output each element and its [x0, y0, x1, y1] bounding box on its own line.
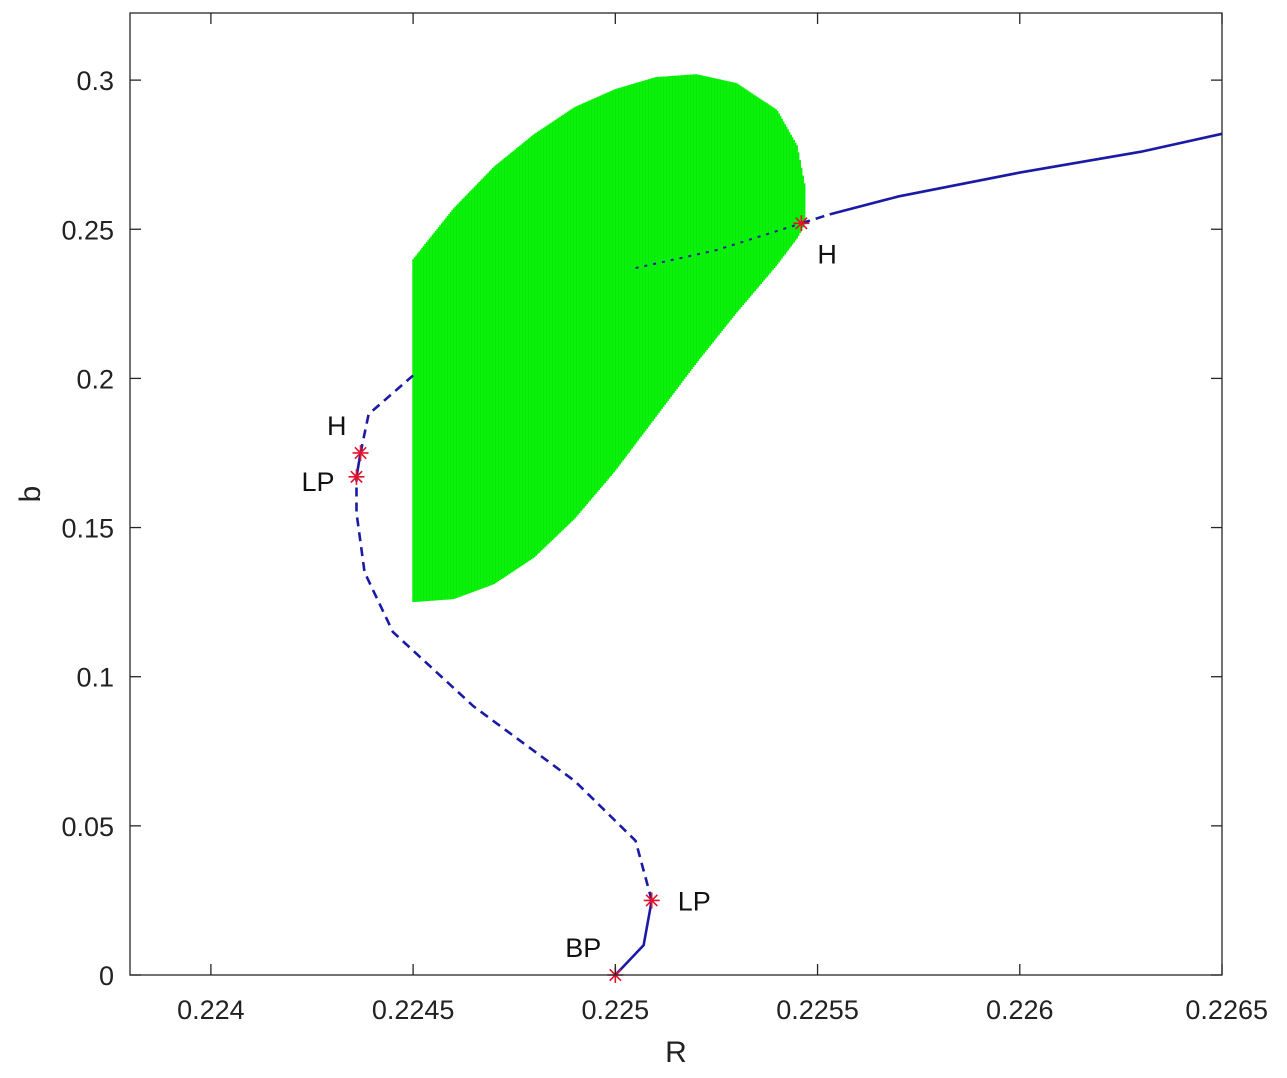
x-tick-label: 0.2245 — [372, 995, 455, 1025]
x-axis-label: R — [665, 1036, 687, 1069]
equilibrium-branch-unstable — [359, 374, 414, 454]
periodic-envelope-layer — [412, 74, 806, 603]
y-tick-label: 0.2 — [76, 364, 114, 394]
x-tick-label: 0.2265 — [1185, 995, 1268, 1025]
x-tick-label: 0.224 — [177, 995, 245, 1025]
y-tick-label: 0.1 — [76, 663, 114, 693]
special-point-label: H — [817, 239, 837, 269]
asterisk-marker-stroke — [354, 446, 367, 460]
equilibrium-branch-stable — [614, 900, 654, 976]
equilibrium-branch-unstable — [635, 222, 802, 270]
x-tick-label: 0.225 — [582, 995, 650, 1025]
x-tick-label: 0.2255 — [776, 995, 859, 1025]
y-tick-label: 0 — [99, 961, 114, 991]
special-point-h — [793, 215, 810, 232]
y-axis-label: b — [14, 486, 47, 503]
asterisk-marker-stroke — [350, 470, 363, 484]
asterisk-marker-stroke — [795, 217, 808, 230]
equilibrium-curve-layer — [355, 132, 1223, 976]
special-point-label: BP — [565, 933, 601, 963]
plot-frame — [129, 12, 1223, 976]
y-tick-label: 0.3 — [76, 66, 114, 96]
equilibrium-branch-unstable — [800, 213, 831, 225]
special-point-lp — [348, 468, 365, 485]
equilibrium-branch-stable — [829, 132, 1223, 216]
y-tick-label: 0.15 — [61, 514, 114, 544]
special-point-label: H — [327, 411, 347, 441]
special-point-lp — [643, 892, 660, 909]
special-points-layer: BP LP LP H H — [301, 215, 837, 983]
x-tick-label: 0.226 — [986, 995, 1054, 1025]
asterisk-marker-stroke — [645, 894, 658, 907]
equilibrium-branch-unstable — [355, 476, 653, 901]
special-point-h — [352, 444, 369, 461]
tick-layer: 0.224 0.2245 0.225 0.2255 0.226 0.2265 0 0.05 0.… — [61, 13, 1268, 1025]
special-point-label: LP — [678, 886, 711, 916]
y-tick-label: 0.25 — [61, 215, 114, 245]
y-tick-label: 0.05 — [61, 812, 114, 842]
special-point-label: LP — [301, 467, 334, 497]
